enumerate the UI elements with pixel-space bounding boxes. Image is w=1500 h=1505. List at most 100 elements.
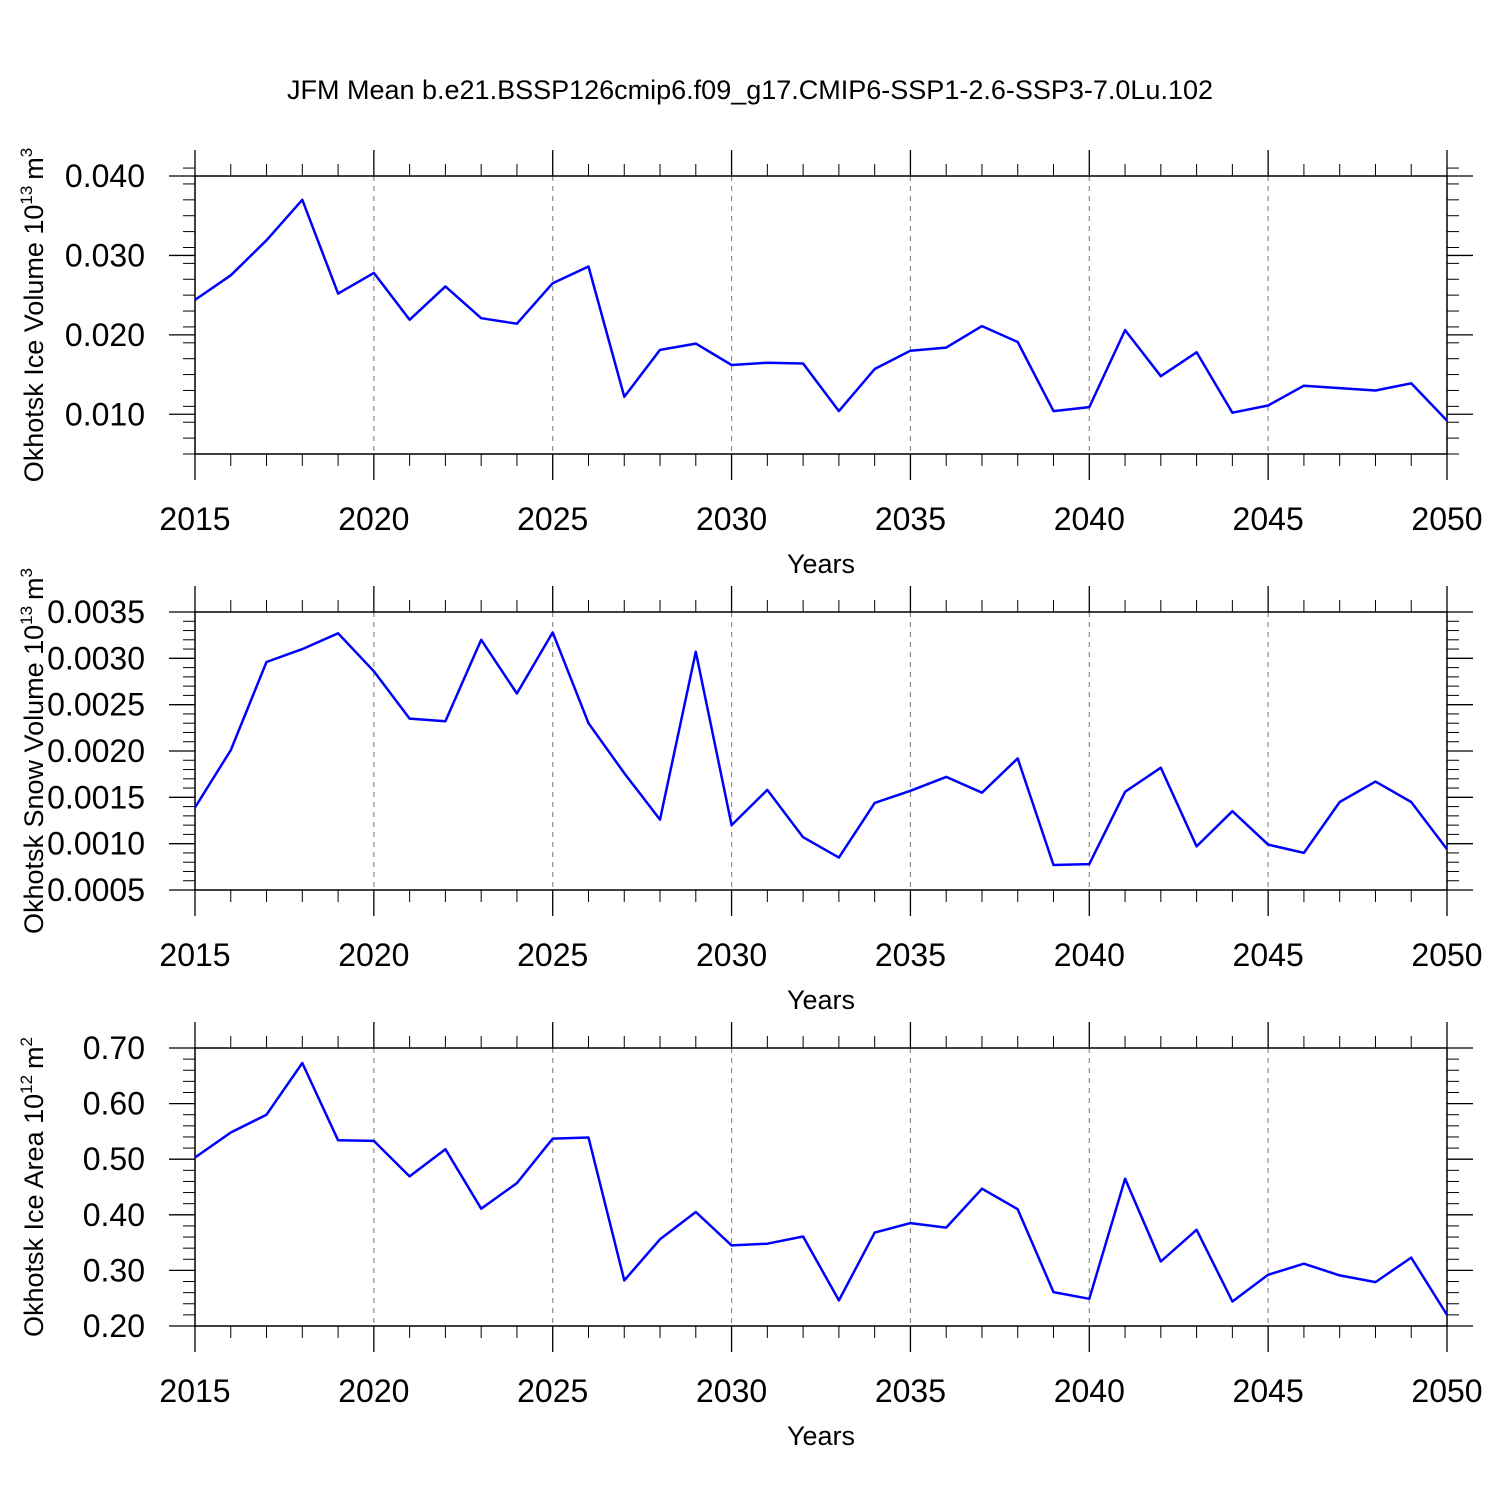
data-point: [479, 1207, 483, 1211]
data-point: [1195, 350, 1199, 354]
data-point: [622, 395, 626, 399]
data-point: [479, 316, 483, 320]
data-point: [300, 198, 304, 202]
data-point: [1123, 790, 1127, 794]
x-tick-label: 2030: [696, 501, 767, 537]
x-tick-label: 2015: [159, 501, 230, 537]
data-point: [1016, 340, 1020, 344]
data-point: [694, 650, 698, 654]
series-line: [193, 631, 1448, 867]
x-tick-label: 2035: [875, 501, 946, 537]
data-point: [229, 1131, 233, 1135]
y-label-exponent: 13: [17, 186, 36, 205]
x-tick-label: 2050: [1411, 501, 1482, 537]
y-axis-label: Okhotsk Ice Volume 1013 m3: [17, 148, 49, 483]
data-point: [479, 638, 483, 642]
data-point: [944, 1226, 948, 1230]
data-point: [193, 298, 197, 302]
data-point: [801, 362, 805, 366]
data-point: [980, 324, 984, 328]
data-point: [229, 748, 233, 752]
y-axis-label: Okhotsk Ice Area 1012 m2: [17, 1037, 49, 1337]
x-axis-label: Years: [787, 549, 855, 579]
data-point: [1409, 1256, 1413, 1260]
data-point: [1338, 800, 1342, 804]
data-point: [730, 363, 734, 367]
data-point: [1374, 389, 1378, 393]
y-tick-label: 0.040: [65, 158, 145, 194]
data-point: [873, 1231, 877, 1235]
data-point: [443, 719, 447, 723]
data-point: [300, 647, 304, 651]
data-point: [515, 692, 519, 696]
x-tick-label: 2030: [696, 1373, 767, 1409]
data-point: [193, 1156, 197, 1160]
data-point: [658, 348, 662, 352]
x-tick-label: 2045: [1233, 1373, 1304, 1409]
y-tick-label: 0.20: [83, 1308, 145, 1344]
y-label-unit-exponent: 3: [17, 568, 36, 577]
y-label-unit-exponent: 2: [17, 1037, 36, 1046]
data-point: [372, 271, 376, 275]
data-point: [1445, 419, 1449, 423]
data-point: [694, 342, 698, 346]
x-tick-label: 2050: [1411, 1373, 1482, 1409]
x-tick-label: 2025: [517, 1373, 588, 1409]
data-point: [1159, 766, 1163, 770]
x-tick-label: 2045: [1233, 501, 1304, 537]
data-point: [587, 721, 591, 725]
data-point: [873, 801, 877, 805]
data-point: [944, 775, 948, 779]
data-point: [980, 1187, 984, 1191]
y-tick-label: 0.60: [83, 1086, 145, 1122]
data-point: [1016, 1207, 1020, 1211]
plot-frame: [194, 611, 1448, 891]
x-tick-label: 2045: [1233, 937, 1304, 973]
x-axis-label: Years: [787, 1421, 855, 1451]
data-point: [1302, 1262, 1306, 1266]
data-point: [765, 788, 769, 792]
data-point: [1052, 409, 1056, 413]
data-point: [372, 669, 376, 673]
data-point: [372, 1139, 376, 1143]
data-point: [730, 823, 734, 827]
plot-frame: [194, 175, 1448, 455]
data-point: [1266, 843, 1270, 847]
y-label-unit: m: [19, 1046, 49, 1069]
data-point: [1087, 862, 1091, 866]
data-point: [1230, 1300, 1234, 1304]
data-point: [837, 409, 841, 413]
data-point: [587, 265, 591, 269]
data-point: [1266, 404, 1270, 408]
data-point: [1123, 1177, 1127, 1181]
data-point: [408, 717, 412, 721]
data-point: [1302, 851, 1306, 855]
y-label-exponent: 13: [17, 606, 36, 625]
y-tick-label: 0.40: [83, 1197, 145, 1233]
data-point: [837, 1298, 841, 1302]
y-label-exponent: 12: [17, 1075, 36, 1094]
y-tick-label: 0.020: [65, 317, 145, 353]
data-point: [1016, 756, 1020, 760]
data-point: [551, 1137, 555, 1141]
y-tick-label: 0.0025: [47, 687, 145, 723]
chart-panel-3: 2015 2020 2025 2030 2035 2040 2045 2050 0.20 0.30…: [17, 1022, 1483, 1451]
data-point: [1230, 809, 1234, 813]
data-point: [1445, 1313, 1449, 1317]
x-tick-label: 2040: [1054, 937, 1125, 973]
y-tick-label: 0.30: [83, 1252, 145, 1288]
data-point: [1052, 1290, 1056, 1294]
x-tick-label: 2040: [1054, 501, 1125, 537]
data-point: [658, 1237, 662, 1241]
data-point: [1302, 384, 1306, 388]
x-tick-label: 2035: [875, 1373, 946, 1409]
data-point: [908, 789, 912, 793]
x-tick-label: 2035: [875, 937, 946, 973]
data-point: [1052, 863, 1056, 867]
x-tick-label: 2020: [338, 501, 409, 537]
y-label-text: Okhotsk Snow Volume 10: [19, 625, 49, 934]
data-point: [300, 1061, 304, 1065]
y-tick-label: 0.0005: [47, 872, 145, 908]
